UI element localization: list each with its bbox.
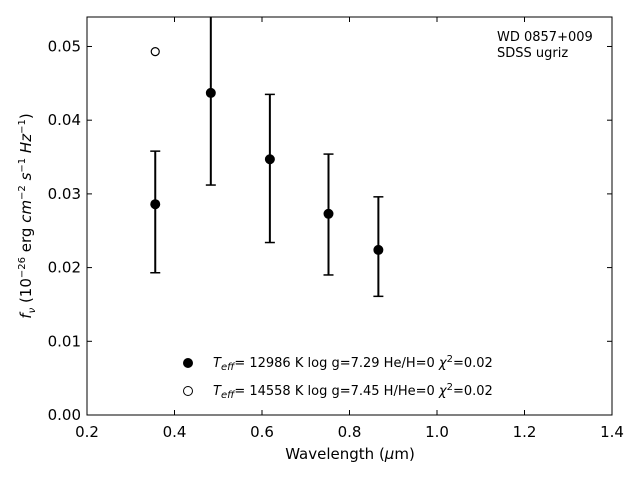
y-tick-label-5: 0.05 xyxy=(48,37,81,55)
annotation-survey: SDSS ugriz xyxy=(497,46,568,61)
legend: Teff= 12986 K log g=7.29 He/H=0 χ2=0.02 … xyxy=(183,354,493,401)
observed-point-0 xyxy=(150,199,161,210)
observed-point-4 xyxy=(373,244,384,255)
legend-marker-filled xyxy=(183,358,193,368)
legend-entry-2: Teff= 14558 K log g=7.45 H/He=0 χ2=0.02 xyxy=(213,382,493,401)
plot-area xyxy=(150,17,384,298)
x-axis-label: Wavelength (μm) xyxy=(285,445,415,463)
y-tick-label-4: 0.04 xyxy=(48,111,81,129)
y-axis-ticks: 0.00 0.01 0.02 0.03 0.04 0.05 xyxy=(48,37,612,424)
x-tick-label-6: 1.4 xyxy=(600,423,624,441)
x-axis-ticks: 0.2 0.4 0.6 0.8 1.0 1.2 1.4 xyxy=(75,17,624,441)
x-tick-label-1: 0.4 xyxy=(163,423,187,441)
y-tick-label-0: 0.00 xyxy=(48,406,81,424)
model-point-0 xyxy=(150,47,160,57)
x-tick-label-4: 1.0 xyxy=(425,423,449,441)
observed-point-3 xyxy=(323,208,334,219)
observed-point-1 xyxy=(205,87,216,98)
x-tick-label-3: 0.8 xyxy=(338,423,362,441)
observed-point-2 xyxy=(264,154,275,165)
y-axis-label: fν (10−26 erg cm−2 s−1 Hz−1) xyxy=(17,113,38,318)
y-tick-label-3: 0.03 xyxy=(48,185,81,203)
legend-entry-1: Teff= 12986 K log g=7.29 He/H=0 χ2=0.02 xyxy=(213,354,493,373)
y-tick-label-1: 0.01 xyxy=(48,332,81,350)
x-tick-label-0: 0.2 xyxy=(75,423,99,441)
x-tick-label-2: 0.6 xyxy=(250,423,274,441)
x-tick-label-5: 1.2 xyxy=(513,423,537,441)
y-tick-label-2: 0.02 xyxy=(48,259,81,277)
annotation-object-name: WD 0857+009 xyxy=(497,30,593,45)
legend-marker-open xyxy=(183,386,193,396)
